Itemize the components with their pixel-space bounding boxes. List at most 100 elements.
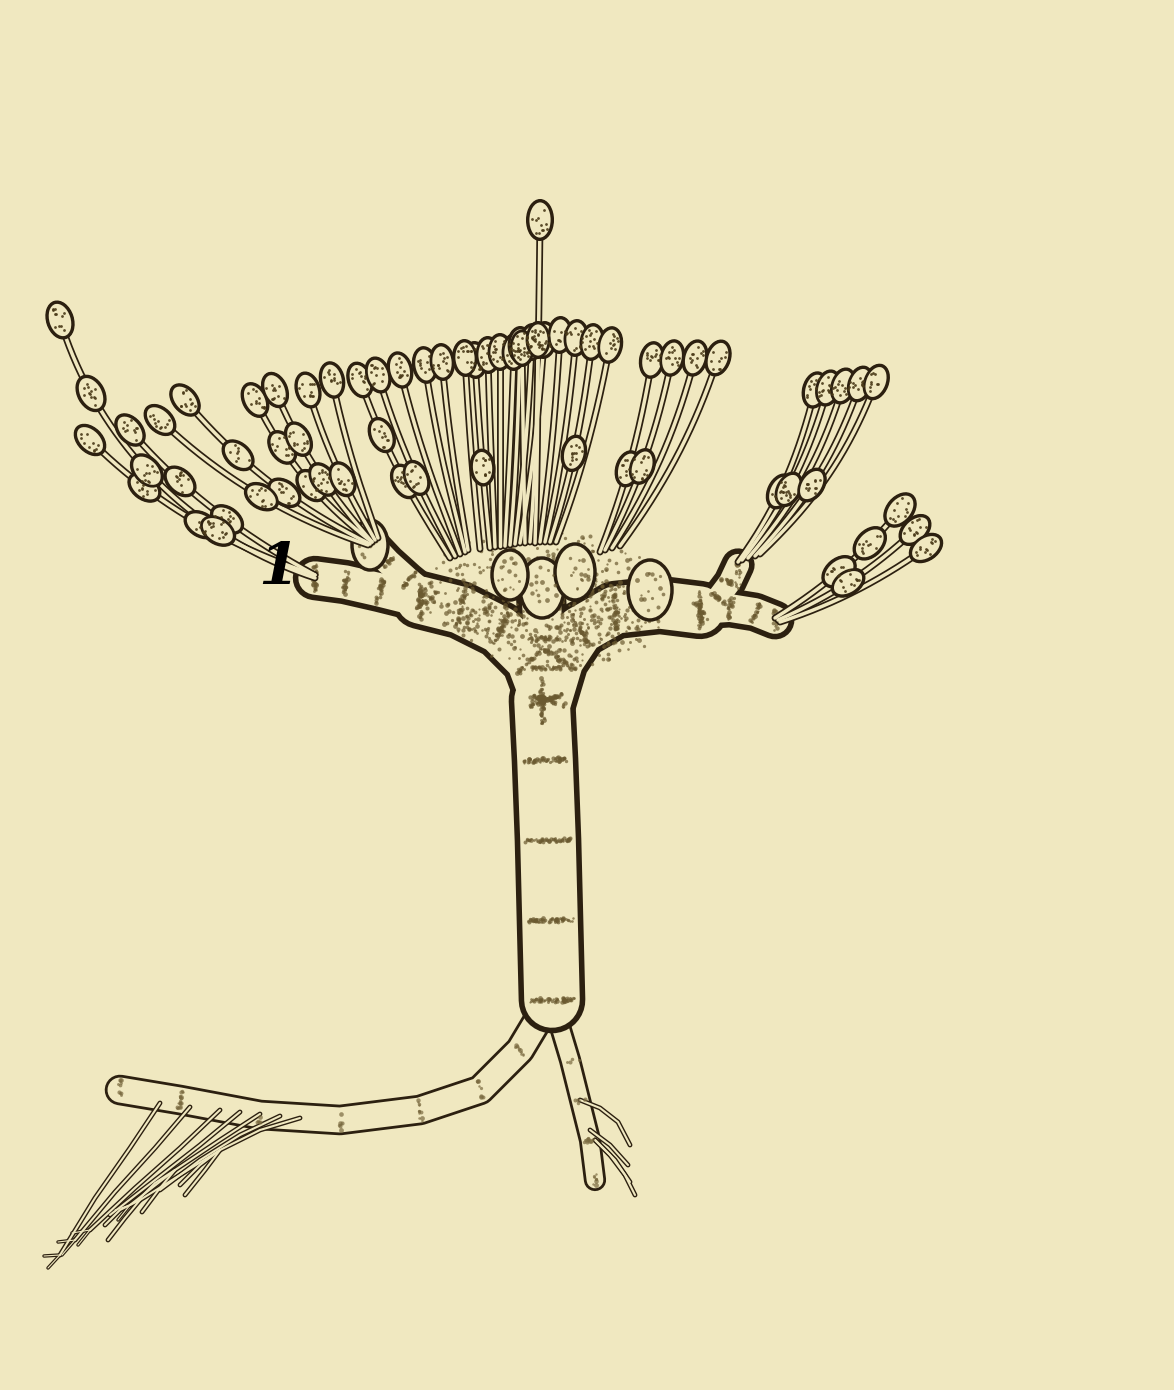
Ellipse shape — [349, 364, 372, 396]
Ellipse shape — [549, 318, 571, 352]
Ellipse shape — [830, 567, 865, 598]
Ellipse shape — [616, 452, 640, 485]
Ellipse shape — [202, 517, 235, 545]
Ellipse shape — [366, 359, 390, 392]
Ellipse shape — [628, 560, 672, 620]
Ellipse shape — [129, 474, 160, 500]
Ellipse shape — [284, 421, 313, 457]
Ellipse shape — [295, 371, 322, 409]
Ellipse shape — [507, 327, 533, 364]
Ellipse shape — [768, 475, 792, 507]
Ellipse shape — [816, 371, 839, 404]
Ellipse shape — [330, 463, 355, 495]
Ellipse shape — [261, 371, 289, 409]
Ellipse shape — [862, 364, 890, 400]
Ellipse shape — [163, 466, 196, 498]
Ellipse shape — [413, 348, 437, 382]
Ellipse shape — [852, 525, 888, 560]
Ellipse shape — [470, 449, 495, 486]
Ellipse shape — [269, 480, 299, 506]
Ellipse shape — [630, 450, 654, 482]
Ellipse shape — [492, 550, 528, 600]
Ellipse shape — [547, 316, 573, 354]
Ellipse shape — [900, 516, 930, 543]
Ellipse shape — [511, 331, 533, 366]
Ellipse shape — [389, 353, 411, 386]
Ellipse shape — [223, 441, 252, 470]
Text: 1: 1 — [258, 539, 299, 596]
Ellipse shape — [815, 370, 842, 407]
Ellipse shape — [321, 363, 343, 396]
Ellipse shape — [429, 343, 456, 381]
Ellipse shape — [74, 424, 107, 456]
Ellipse shape — [911, 535, 942, 562]
Ellipse shape — [831, 370, 855, 403]
Ellipse shape — [404, 461, 429, 493]
Ellipse shape — [520, 557, 564, 619]
Ellipse shape — [46, 300, 75, 339]
Ellipse shape — [463, 341, 488, 379]
Ellipse shape — [579, 322, 605, 361]
Ellipse shape — [774, 471, 803, 507]
Ellipse shape — [477, 338, 499, 373]
Ellipse shape — [526, 199, 554, 240]
Ellipse shape — [75, 425, 104, 455]
Ellipse shape — [683, 342, 707, 375]
Ellipse shape — [639, 341, 666, 379]
Ellipse shape — [864, 366, 888, 399]
Ellipse shape — [822, 555, 857, 588]
Ellipse shape — [562, 436, 585, 470]
Ellipse shape — [707, 342, 730, 374]
Ellipse shape — [241, 382, 269, 418]
Ellipse shape — [885, 495, 915, 525]
Ellipse shape — [521, 325, 544, 359]
Ellipse shape — [614, 450, 642, 488]
Ellipse shape — [210, 505, 244, 535]
Ellipse shape — [185, 512, 217, 538]
Ellipse shape — [802, 371, 829, 409]
Ellipse shape — [525, 321, 551, 359]
Ellipse shape — [487, 334, 513, 371]
Ellipse shape — [596, 327, 623, 364]
Ellipse shape — [296, 374, 319, 406]
Ellipse shape — [533, 322, 555, 357]
Ellipse shape — [183, 510, 218, 539]
Ellipse shape — [386, 352, 413, 389]
Ellipse shape — [501, 334, 527, 371]
Ellipse shape — [143, 404, 176, 436]
Ellipse shape — [510, 329, 535, 367]
Ellipse shape — [661, 341, 683, 375]
Ellipse shape — [528, 202, 552, 239]
Ellipse shape — [472, 450, 493, 485]
Ellipse shape — [263, 374, 288, 406]
Ellipse shape — [803, 374, 826, 407]
Ellipse shape — [146, 406, 175, 434]
Ellipse shape — [268, 477, 302, 509]
Ellipse shape — [200, 514, 236, 546]
Ellipse shape — [431, 345, 453, 379]
Ellipse shape — [531, 321, 556, 359]
Ellipse shape — [883, 492, 917, 528]
Ellipse shape — [285, 424, 311, 455]
Ellipse shape — [127, 471, 162, 503]
Ellipse shape — [328, 461, 357, 498]
Ellipse shape — [390, 464, 419, 499]
Ellipse shape — [823, 557, 855, 587]
Ellipse shape — [367, 417, 396, 453]
Ellipse shape — [798, 470, 825, 500]
Ellipse shape — [268, 430, 297, 464]
Ellipse shape — [131, 455, 162, 486]
Ellipse shape — [909, 532, 943, 563]
Ellipse shape — [130, 453, 164, 488]
Ellipse shape — [848, 367, 872, 400]
Ellipse shape — [297, 471, 325, 500]
Ellipse shape — [659, 339, 686, 377]
Ellipse shape — [211, 506, 242, 532]
Ellipse shape — [310, 464, 336, 495]
Ellipse shape — [412, 346, 438, 384]
Ellipse shape — [114, 413, 146, 446]
Ellipse shape — [243, 384, 268, 416]
Ellipse shape — [628, 448, 656, 485]
Ellipse shape — [171, 385, 198, 414]
Ellipse shape — [222, 439, 255, 471]
